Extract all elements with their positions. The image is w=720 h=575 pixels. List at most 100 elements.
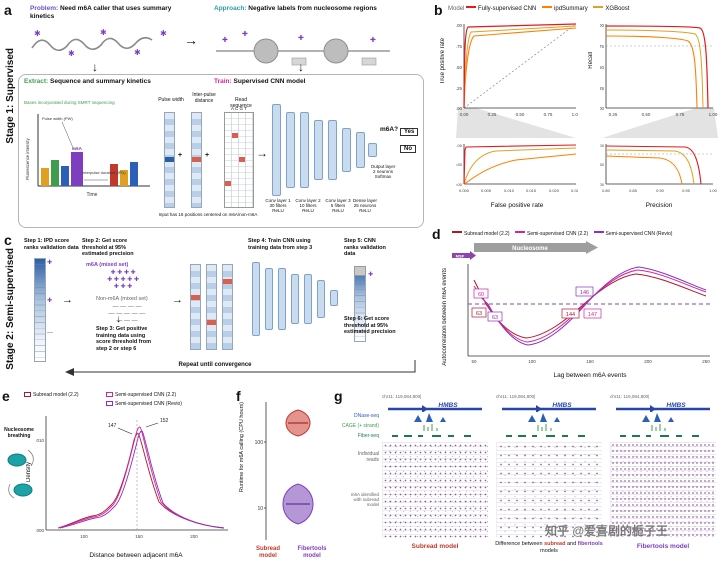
pr-ytick: 0.00 bbox=[600, 106, 604, 111]
legend-text: Subread model (2.2) bbox=[33, 392, 79, 398]
m6a-track-label: m6A identified with subread model bbox=[350, 492, 379, 508]
approach-title: Approach: bbox=[214, 5, 247, 12]
plus-sign: + bbox=[178, 152, 183, 159]
subread-box-icon bbox=[24, 392, 31, 397]
panel-f-label: f bbox=[236, 388, 241, 404]
autocorrelation-plot: 60 63 63 146 144 147 50 100 150 200 250 bbox=[467, 264, 710, 364]
locus-coordinate: chr11: 119,084,800| bbox=[496, 394, 536, 399]
caption2-and: and bbox=[565, 541, 578, 547]
training-strip bbox=[222, 264, 233, 350]
panel-c-label: c bbox=[4, 232, 12, 248]
inset-xtick: 0.025 bbox=[571, 188, 578, 193]
arrow-right-icon: → bbox=[62, 294, 73, 306]
distance-xtick: 150 bbox=[135, 534, 143, 539]
peak-annotation: 147 bbox=[108, 423, 117, 429]
stage1-label: Stage 1: Supervised bbox=[5, 48, 16, 144]
pw-label: Pulse width (PW) bbox=[42, 116, 73, 121]
runtime-violin-plot: 100 10 bbox=[255, 402, 314, 540]
roc-ylabel: True positive rate bbox=[440, 38, 446, 85]
arrow-right-icon: → bbox=[172, 294, 183, 306]
cnn-output-bar bbox=[368, 143, 377, 157]
msp-arrow-label: MSP bbox=[456, 254, 465, 259]
inset-xtick: 0.90 bbox=[656, 188, 665, 193]
non-m6a-set-label: Non-m6A (mixed set) bbox=[96, 296, 148, 302]
roc-ytick: 0.25 bbox=[456, 86, 462, 91]
non-m6a-cloud: — — — — — — — — — — — — bbox=[108, 304, 146, 325]
conv1-label: Conv layer 1 30 filters ReLU bbox=[265, 198, 291, 214]
cnn-layer-bar bbox=[272, 104, 281, 196]
inset-xtick: 0.010 bbox=[504, 188, 515, 193]
locus-coordinate: chr11: 119,084,800| bbox=[382, 394, 422, 399]
onehot-matrix bbox=[224, 112, 254, 208]
inset-xtick: 0.95 bbox=[682, 188, 691, 193]
cage-track bbox=[423, 424, 438, 431]
fiberseq-track bbox=[392, 435, 471, 437]
inset-xtick: 0.020 bbox=[549, 188, 560, 193]
roc-xtick: 0.25 bbox=[488, 112, 497, 117]
problem-block: Problem: Need m6A caller that uses summa… bbox=[30, 5, 182, 21]
m6a-plus-icon: ✚ bbox=[298, 34, 304, 42]
difference-caption: Difference between subread and fibertool… bbox=[494, 541, 604, 554]
legend-title: Model bbox=[448, 6, 465, 12]
lag-xtick: 100 bbox=[528, 359, 536, 364]
locus-coordinate: chr11: 119,084,800| bbox=[610, 394, 650, 399]
inset-ytick: 0.50 bbox=[600, 162, 605, 167]
fiberseq-track bbox=[620, 435, 699, 437]
conv2-label: Conv layer 2 10 filters ReLU bbox=[295, 198, 321, 214]
cnn-layer-bar bbox=[304, 274, 312, 324]
problem-title: Problem: bbox=[30, 5, 59, 12]
pr-xtick: 0.75 bbox=[676, 112, 685, 117]
inset-ytick: 0.00 bbox=[456, 182, 463, 187]
arrow-down-icon: ↓ bbox=[116, 314, 121, 325]
m6a-cloud: ✚ ✚ ✚ ✚ ✚ ✚ ✚ ✚ ✚ ✚ ✚ ✚ bbox=[107, 270, 139, 291]
gene-name: HMBS bbox=[438, 402, 458, 409]
extract-text: Sequence and summary kinetics bbox=[48, 78, 151, 85]
arrow-down-icon: ↓ bbox=[92, 60, 98, 74]
caption2-fibertools: fibertools bbox=[577, 541, 603, 547]
repeat-label: Repeat until convergence bbox=[150, 362, 280, 370]
cnnrevio-box-icon bbox=[106, 401, 113, 406]
cnn-layer-bar bbox=[300, 112, 309, 188]
roc-ytick: 1.00 bbox=[456, 23, 462, 28]
m6a-plus-icon: ✚ bbox=[47, 260, 53, 266]
base-letter: G bbox=[43, 162, 47, 167]
step1-text: Step 1: IPD score ranks validation data bbox=[24, 238, 79, 251]
cnn-layer-bar bbox=[265, 268, 273, 330]
cnn-layer-bar bbox=[317, 280, 325, 318]
dnase-track bbox=[616, 413, 710, 422]
legend-subread-e: Subread model (2.2) bbox=[24, 392, 79, 399]
cnn-layer-bar bbox=[252, 262, 260, 336]
roc-xlabel: False positive rate bbox=[490, 202, 544, 209]
legend-text: Semi-supervised CNN (Revio) bbox=[115, 401, 182, 407]
extract-block: Extract: Sequence and summary kinetics bbox=[24, 78, 156, 86]
m6a-plus-icon: ✚ bbox=[242, 30, 248, 38]
conv3-label: Conv layer 3 5 filters ReLU bbox=[325, 198, 351, 214]
time-axis-label: Time bbox=[87, 192, 98, 198]
legend-cnn22-e: Semi-supervised CNN (2.2) bbox=[106, 392, 176, 399]
cnn-layer-bar bbox=[314, 120, 323, 180]
fibertools-caption: Fibertools model bbox=[636, 543, 690, 550]
runtime-ylabel: Runtime for m6A calling (CPU hours) bbox=[239, 402, 245, 493]
nucleosome-diagram: ✚ ✚ ✚ ✚ bbox=[216, 30, 390, 66]
nucleosome-arrow-label: Nucleosome bbox=[512, 246, 548, 252]
legend-cnnrevio: Semi-supervised CNN (Revio) bbox=[605, 231, 673, 237]
panel-d-legend: Subread model (2.2) Semi-supervised CNN … bbox=[452, 231, 720, 238]
roc-xtick: 0.50 bbox=[516, 112, 525, 117]
peak-annotation: 152 bbox=[160, 418, 169, 424]
inset-xtick: 0.000 bbox=[459, 188, 470, 193]
roc-ytick: 0.75 bbox=[456, 44, 462, 49]
m6a-star-icon: ✱ bbox=[134, 48, 141, 57]
cnn-layer-bar bbox=[291, 274, 299, 324]
stage2-label: Stage 2: Semi-supervised bbox=[5, 248, 16, 370]
approach-block: Approach: Negative labels from nucleosom… bbox=[214, 5, 414, 13]
runtime-ytick: 10 bbox=[257, 506, 263, 512]
crossing-annotation: 146 bbox=[580, 290, 589, 296]
m6a-plus-icon: ✚ bbox=[47, 298, 53, 304]
fibertools-group-label: Fibertools model bbox=[297, 546, 327, 560]
arrow-right-icon: → bbox=[184, 32, 198, 48]
panel-a-label: a bbox=[4, 2, 12, 18]
lag-xtick: 250 bbox=[702, 359, 710, 364]
crossing-annotation: 147 bbox=[588, 312, 597, 318]
cage-track bbox=[651, 424, 666, 431]
extract-title: Extract: bbox=[24, 78, 49, 85]
